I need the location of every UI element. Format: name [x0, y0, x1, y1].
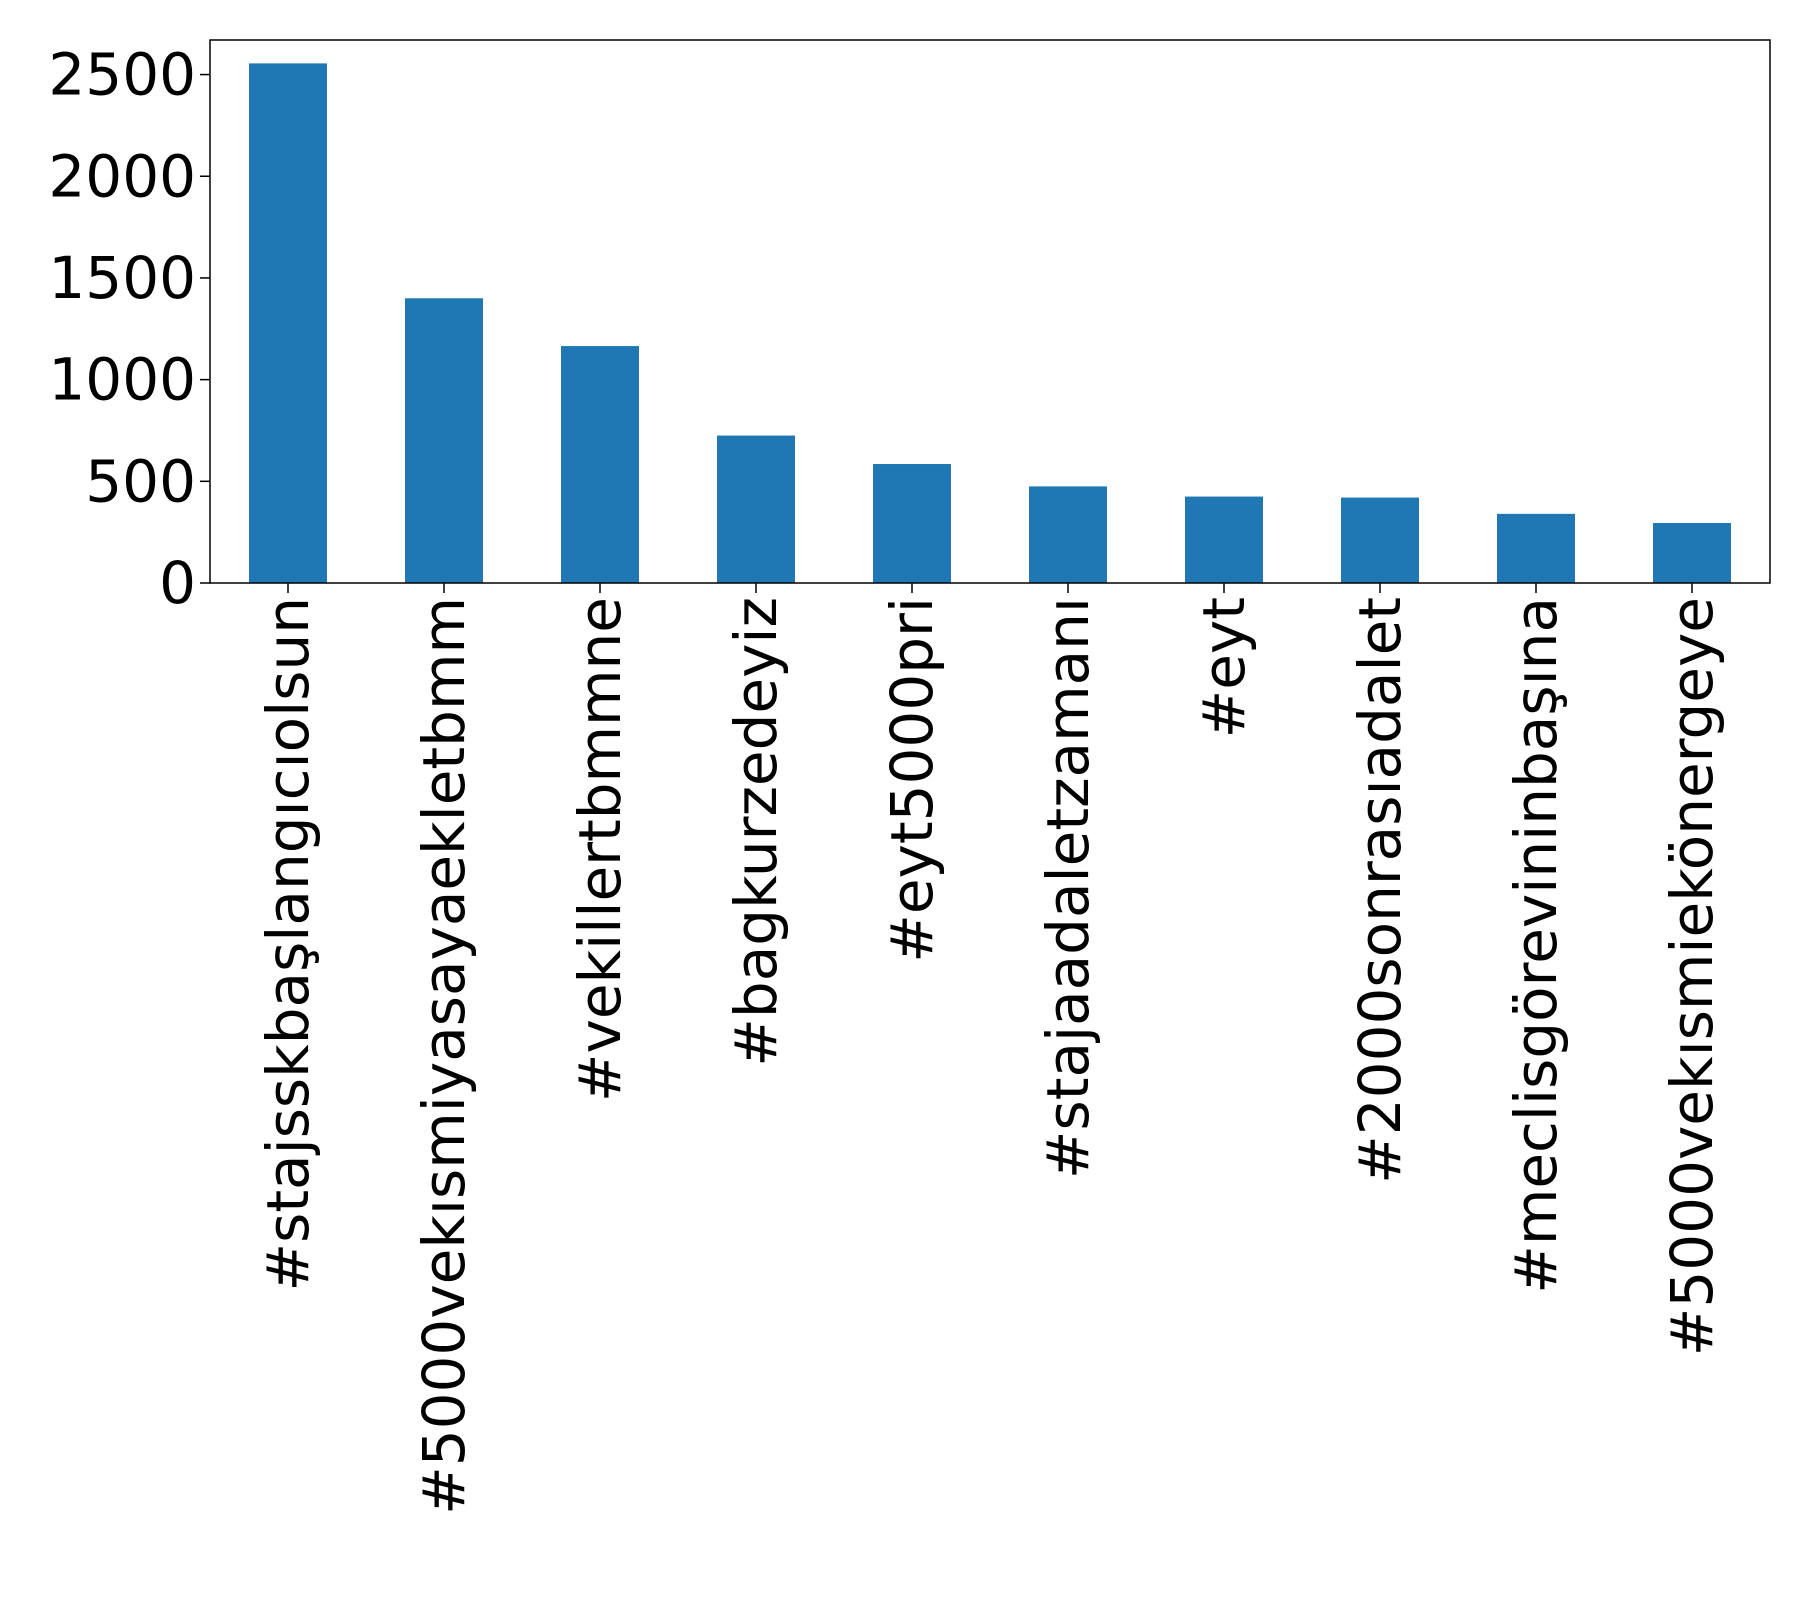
x-tick-label: #5000vekısmiekönergeye [1658, 597, 1726, 1356]
y-tick-label: 2000 [48, 142, 196, 210]
y-tick-label: 1000 [48, 346, 196, 414]
x-tick-label: #bagkurzedeyiz [722, 597, 790, 1067]
bar [249, 63, 327, 583]
x-tick-label: #stajaadaletzamanı [1034, 597, 1102, 1179]
y-tick-label: 500 [85, 447, 196, 515]
x-tick-label: #5000vekısmiyasayaekletbmm [410, 597, 478, 1515]
y-tick-label: 2500 [48, 41, 196, 109]
plot-area-frame [209, 39, 1771, 584]
x-tick-label: #2000sonrasıadalet [1346, 597, 1414, 1184]
bar [1341, 497, 1419, 583]
y-tick-label: 1500 [48, 244, 196, 312]
bar [1497, 513, 1575, 583]
x-tick-label: #stajsskbaşlangıcıolsun [254, 597, 322, 1292]
bar [561, 346, 639, 583]
bar [1185, 496, 1263, 583]
bar [1029, 486, 1107, 583]
bar [1653, 523, 1731, 583]
x-axis: #stajsskbaşlangıcıolsun #5000vekısmiyasay… [254, 583, 1726, 1515]
bars-layer [249, 63, 1731, 583]
y-axis: 0 500 1000 1500 2000 2500 [48, 41, 210, 617]
x-tick-label: #vekillertbmmne [566, 597, 634, 1102]
x-tick-label: #eyt [1190, 597, 1258, 738]
y-tick-label: 0 [159, 549, 196, 617]
x-tick-label: #meclisgörevininbaşına [1502, 597, 1570, 1294]
bar [873, 464, 951, 583]
bar [405, 298, 483, 583]
bar [717, 435, 795, 583]
x-tick-label: #eyt5000pri [878, 597, 946, 963]
